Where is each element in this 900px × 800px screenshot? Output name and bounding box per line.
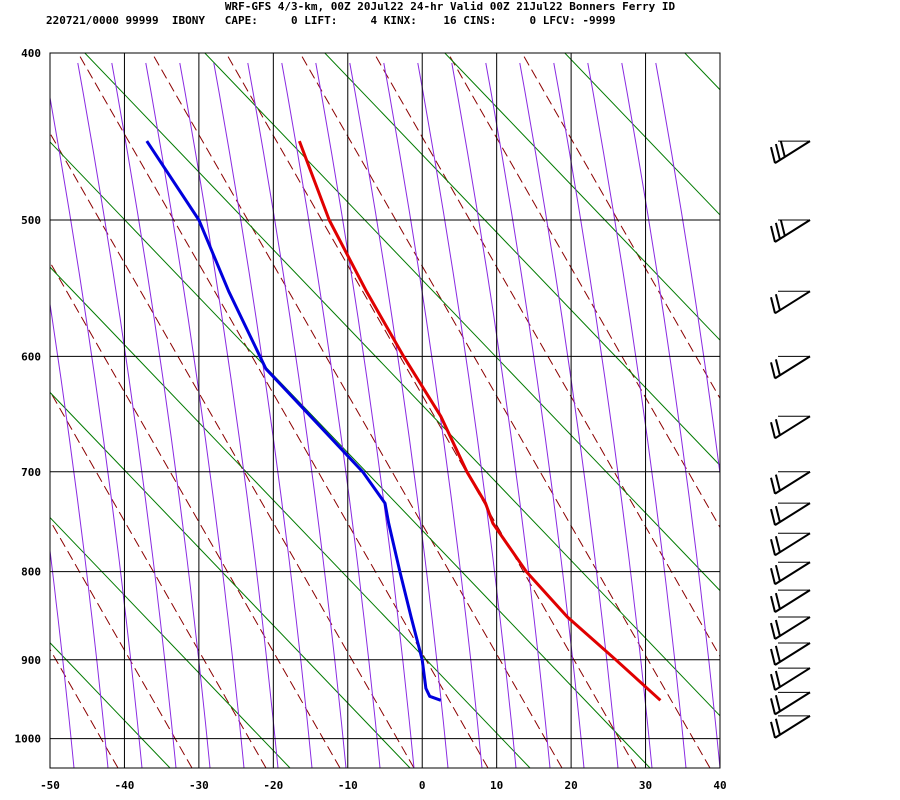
wind-barb — [770, 667, 811, 691]
wind-barbs — [770, 140, 811, 739]
x-tick-label: 20 — [564, 779, 577, 792]
dewpoint-profile-line — [145, 140, 442, 702]
y-tick-label: 600 — [21, 350, 41, 363]
x-tick-label: -10 — [338, 779, 358, 792]
moist-adiabat-line — [587, 62, 687, 768]
y-tick-label: 1000 — [15, 733, 42, 746]
moist-adiabat-line — [485, 62, 585, 768]
isotherm-line — [324, 53, 720, 467]
isotherm-line — [800, 48, 900, 768]
isotherm-line — [50, 266, 531, 768]
isotherm-line — [84, 53, 720, 717]
dry-adiabat-line — [50, 261, 341, 768]
chart-title: WRF-GFS 4/3-km, 00Z 20Jul22 24-hr Valid … — [224, 0, 676, 13]
moist-adiabat-line — [0, 63, 6, 768]
isotherm-line — [50, 516, 291, 768]
moist-adiabat-line — [383, 62, 483, 768]
isotherm-line — [444, 53, 720, 341]
sounding-profiles — [145, 140, 662, 702]
moist-adiabat-line — [281, 62, 381, 768]
moist-adiabat-line — [50, 94, 143, 768]
wind-barb — [770, 561, 811, 586]
moist-adiabat-line — [655, 62, 720, 478]
y-tick-label: 900 — [21, 654, 41, 667]
y-tick-label: 700 — [21, 466, 41, 479]
wind-barb — [770, 616, 811, 640]
x-tick-label: 10 — [490, 779, 503, 792]
wind-barb — [770, 532, 811, 557]
dry-adiabat-line — [50, 648, 119, 768]
dry-adiabat-line — [50, 132, 415, 768]
x-tick-label: 30 — [639, 779, 652, 792]
isotherm-line — [204, 53, 720, 592]
wind-barb — [770, 502, 811, 527]
moist-adiabat-line — [247, 62, 347, 768]
wind-barb — [770, 715, 811, 739]
stability-indices: 220721/0000 99999 IBONY CAPE: 0 LIFT: 4 … — [46, 14, 616, 27]
temperature-profile-line — [297, 140, 662, 702]
moist-adiabat-line — [417, 62, 517, 768]
plot-grid — [49, 52, 721, 769]
moist-adiabat-line — [50, 301, 109, 768]
x-tick-label: 0 — [419, 779, 426, 792]
isotherm-line — [50, 141, 651, 768]
moist-adiabat-line — [145, 62, 245, 768]
wind-barb — [770, 140, 811, 164]
y-tick-label: 800 — [21, 566, 41, 579]
wind-barb — [770, 470, 811, 495]
moist-adiabat-line — [111, 62, 211, 768]
dry-adiabat-line — [373, 53, 720, 658]
x-tick-label: -20 — [263, 779, 283, 792]
wind-barb — [770, 589, 811, 613]
y-tick-label: 500 — [21, 214, 41, 227]
moist-adiabat-line — [519, 62, 619, 768]
x-tick-label: -50 — [40, 779, 60, 792]
plot-frame — [49, 52, 721, 769]
dry-adiabats — [50, 53, 720, 768]
moist-adiabat-line — [349, 62, 449, 768]
dry-adiabat-line — [151, 53, 563, 768]
dry-adiabat-line — [299, 53, 711, 768]
wind-barb — [770, 355, 811, 380]
wind-barb — [770, 642, 811, 666]
isotherm-line — [50, 642, 171, 768]
x-tick-label: -30 — [189, 779, 209, 792]
axis-ticks: -50 -40 -30 -20 -10 0 10 20 30 40 400 500 600 700 800 9… — [15, 47, 727, 792]
moist-adiabat-line — [315, 62, 415, 768]
isotherm-line — [564, 53, 720, 216]
dry-adiabat-line — [447, 53, 720, 529]
moist-adiabat-line — [213, 62, 313, 768]
wind-barb — [770, 290, 811, 315]
moist-adiabat-line — [77, 62, 177, 768]
moist-adiabat-line — [451, 62, 551, 768]
y-tick-label: 400 — [21, 47, 41, 60]
dry-adiabat-line — [50, 519, 193, 768]
moist-adiabat-line — [179, 62, 279, 768]
wind-barb — [770, 691, 811, 716]
x-tick-label: -40 — [115, 779, 135, 792]
wind-barb — [770, 219, 811, 243]
wind-barb — [770, 415, 811, 440]
moist-adiabat-line — [50, 546, 75, 768]
moist-adiabat-line — [621, 62, 720, 768]
moist-adiabats — [0, 62, 720, 768]
moist-adiabat-line — [553, 62, 653, 768]
x-tick-label: 40 — [713, 779, 726, 792]
dry-adiabat-line — [77, 53, 489, 768]
dry-adiabat-line — [225, 53, 637, 768]
